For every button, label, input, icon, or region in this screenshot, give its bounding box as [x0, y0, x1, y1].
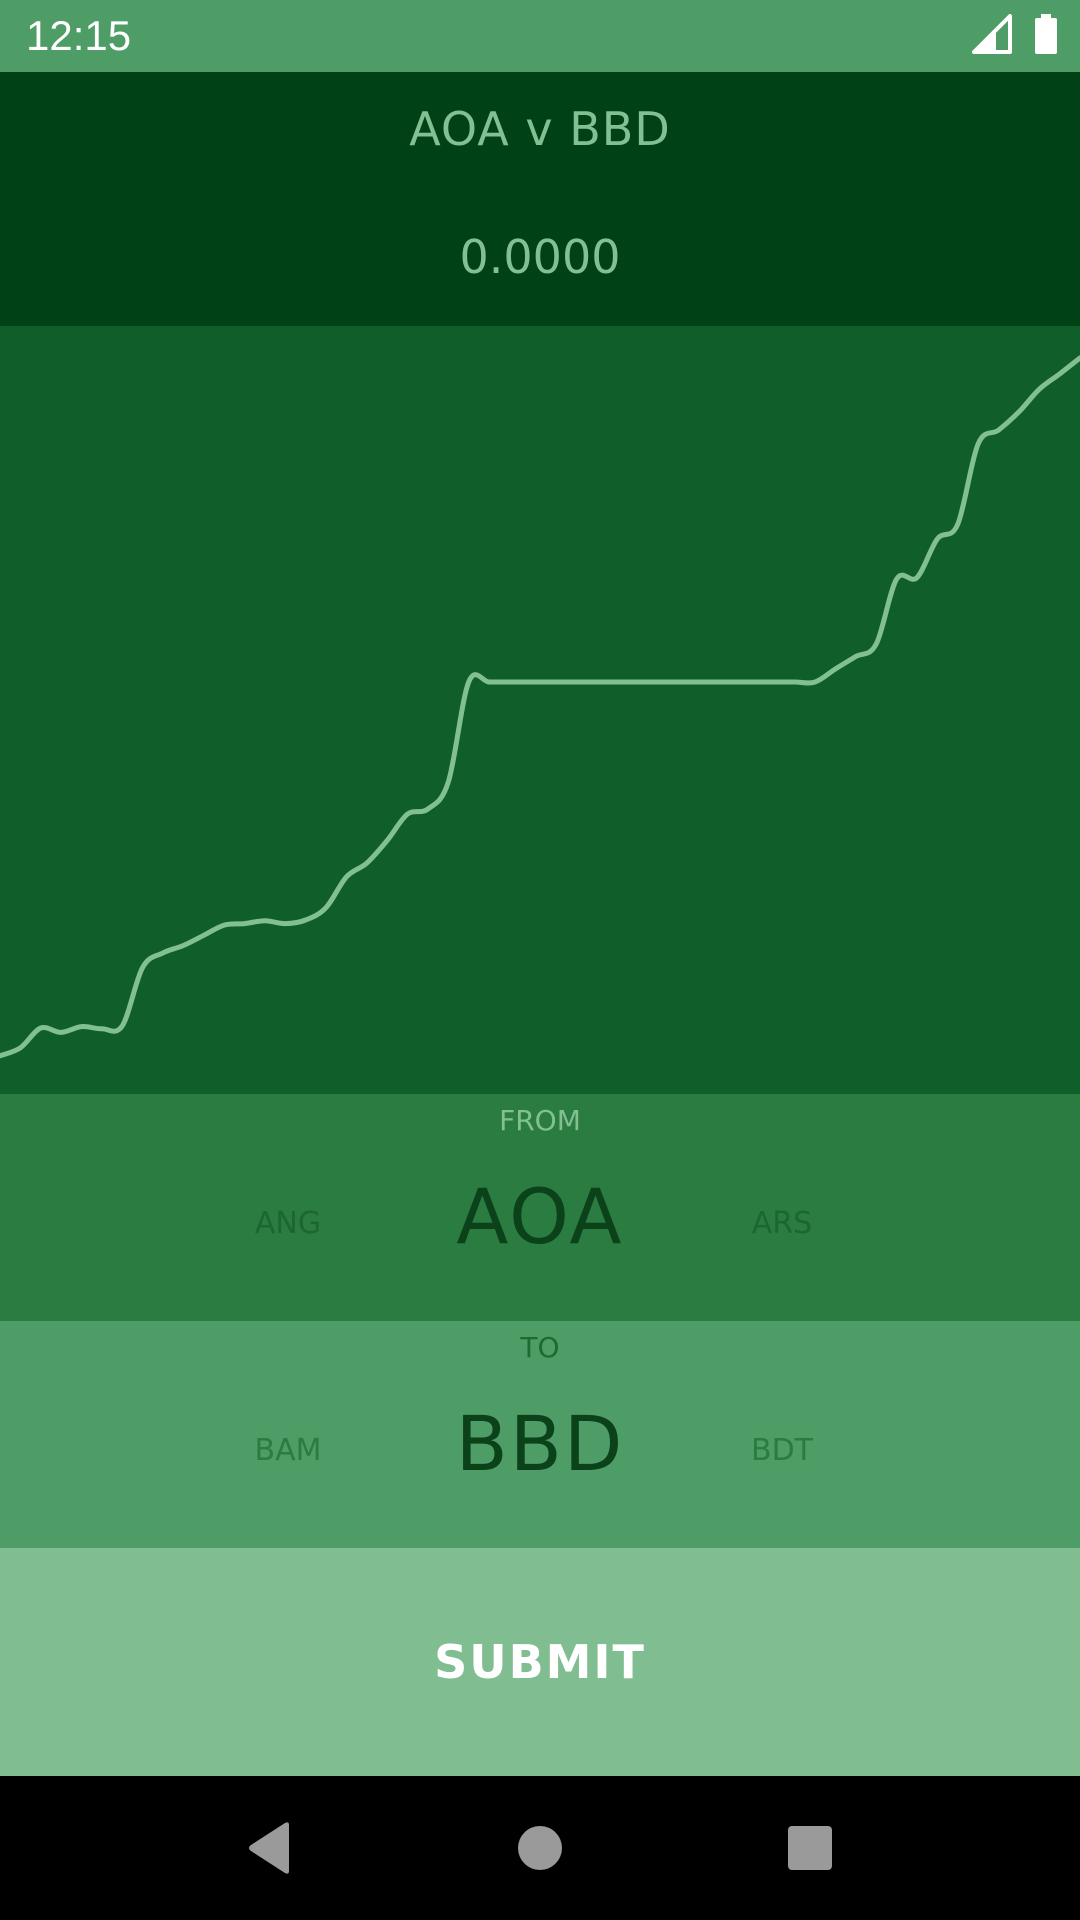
chart-series-line-0 [0, 355, 1080, 1059]
battery-icon [1034, 14, 1058, 58]
header: AOA v BBD 0.0000 [0, 72, 1080, 326]
rate-value: 0.0000 [459, 230, 621, 284]
home-button[interactable] [470, 1776, 610, 1920]
submit-button[interactable]: SUBMIT [0, 1548, 1080, 1776]
home-icon [518, 1826, 562, 1870]
from-selected-option[interactable]: AOA [456, 1172, 624, 1261]
to-picker[interactable]: TO BAM BBD BDT [0, 1321, 1080, 1548]
rate-chart-svg [0, 355, 1080, 1059]
back-icon [249, 1822, 289, 1874]
to-selected-option[interactable]: BBD [455, 1399, 625, 1488]
to-prev-option[interactable]: BAM [254, 1433, 322, 1468]
from-prev-option[interactable]: ANG [254, 1206, 322, 1241]
to-label: TO [520, 1331, 560, 1364]
back-button[interactable] [200, 1776, 340, 1920]
pair-title: AOA v BBD [409, 102, 671, 156]
to-next-option[interactable]: BDT [750, 1433, 813, 1468]
from-picker[interactable]: FROM ANG AOA ARS [0, 1094, 1080, 1321]
status-time: 12:15 [26, 12, 132, 59]
navigation-bar [0, 1776, 1080, 1920]
signal-icon [972, 14, 1012, 58]
from-next-option[interactable]: ARS [751, 1206, 813, 1241]
rate-chart [0, 326, 1080, 1094]
recents-icon [788, 1826, 832, 1870]
from-label: FROM [499, 1104, 581, 1137]
status-icons [972, 14, 1058, 58]
recents-button[interactable] [740, 1776, 880, 1920]
status-bar: 12:15 [0, 0, 1080, 72]
